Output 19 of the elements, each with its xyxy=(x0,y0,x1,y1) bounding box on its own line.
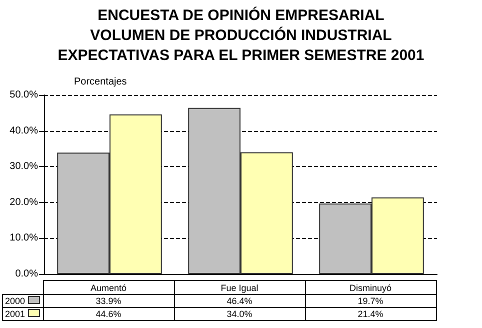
y-tick-label: 0.0% xyxy=(15,268,38,280)
legend-label: 2000 xyxy=(5,296,26,306)
y-tick-label: 20.0% xyxy=(10,196,38,208)
x-tick-label: Aumentó xyxy=(43,280,174,294)
y-tick-label: 40.0% xyxy=(10,125,38,136)
x-tick-label: Fue Igual xyxy=(174,280,305,294)
y-tick-label: 50.0% xyxy=(10,90,38,100)
data-label: 44.6% xyxy=(43,308,174,320)
chart-title: ENCUESTA DE OPINIÓN EMPRESARIAL VOLUMEN DE PRODUCCIÓN INDUSTRIAL EXPECTATIVAS PARA EL PRIMER SEMESTRE 2001 xyxy=(56,6,426,66)
data-label: 33.9% xyxy=(43,294,174,308)
y-tick-label: 10.0% xyxy=(10,232,38,244)
legend-label: 2001 xyxy=(5,309,26,319)
data-label: 34.0% xyxy=(174,308,305,320)
data-label: 19.7% xyxy=(305,294,436,308)
data-label: 21.4% xyxy=(305,308,436,320)
y-tick-label: 30.0% xyxy=(10,161,38,172)
data-label: 46.4% xyxy=(174,294,305,308)
y-axis-title: Porcentajes xyxy=(74,76,127,88)
x-tick-label: Disminuyó xyxy=(305,280,436,294)
